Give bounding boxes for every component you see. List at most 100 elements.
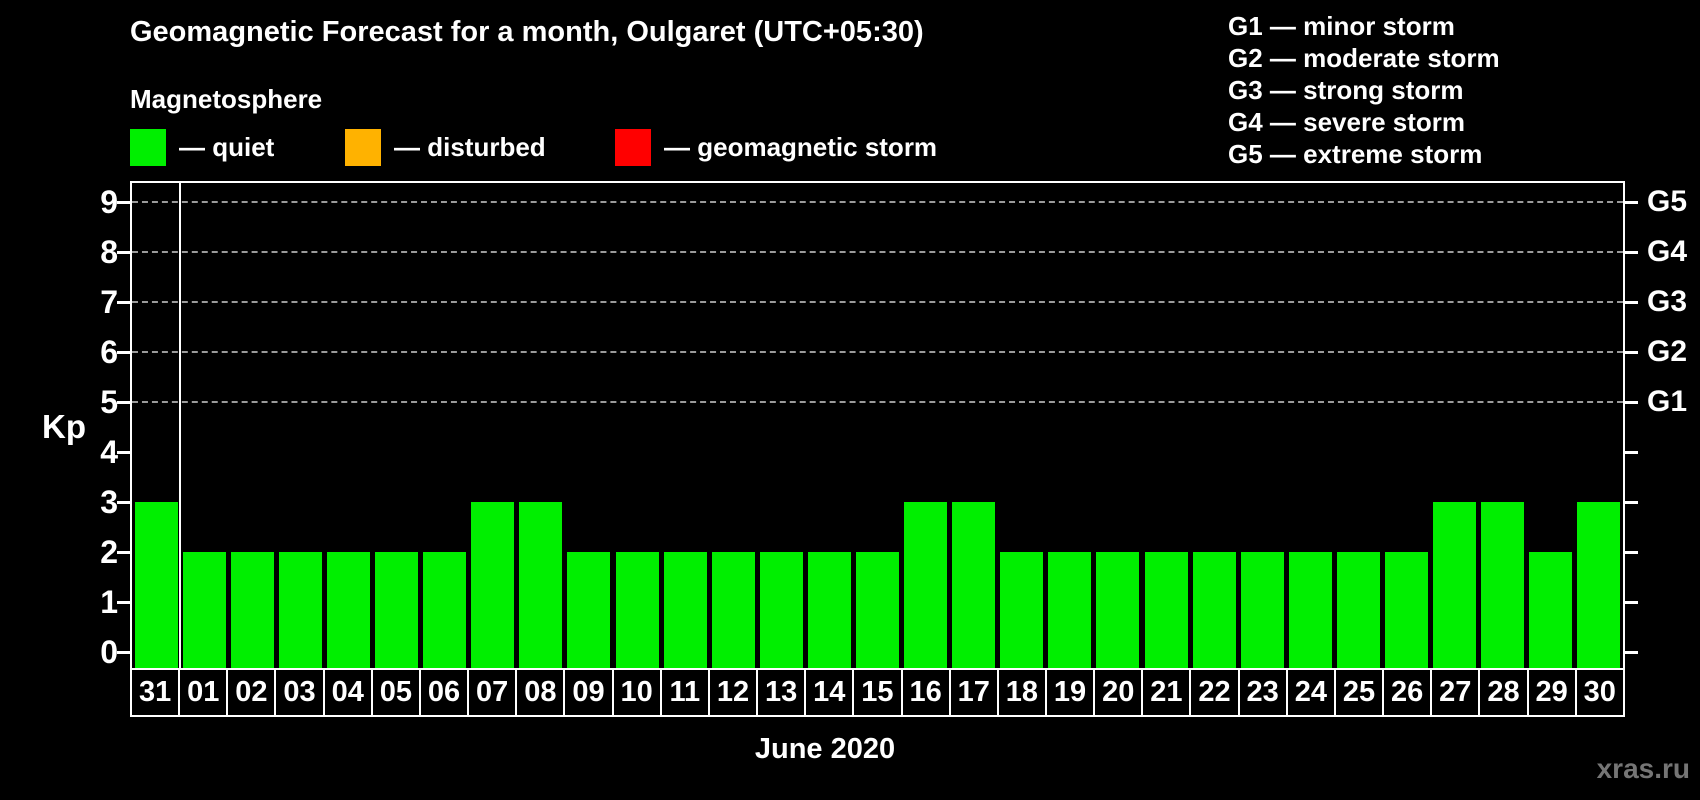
- kp-bar-day-26: [1385, 552, 1429, 668]
- kp-bar-day-14: [807, 552, 851, 668]
- y-tick-label-3: 3: [100, 484, 118, 520]
- day-label-cell-01: 01: [178, 668, 229, 717]
- kp-bar-day-03: [278, 552, 322, 668]
- legend-item-label: — quiet: [179, 131, 275, 162]
- y-axis-tick-right: [1625, 301, 1638, 304]
- kp-bar-day-27: [1433, 502, 1477, 668]
- day-label-cell-08: 08: [515, 668, 566, 717]
- gridline-kp5: [132, 401, 1623, 403]
- gridline-kp9: [132, 201, 1623, 203]
- g-scale-legend-line: G5 — extreme storm: [1228, 139, 1483, 169]
- day-label-cell-20: 20: [1093, 668, 1144, 717]
- y-axis-tick-left: [117, 301, 130, 304]
- x-axis-title: June 2020: [754, 733, 896, 765]
- kp-bar-day-15: [856, 552, 899, 668]
- y-axis-tick-left: [117, 201, 130, 204]
- kp-bar-day-29: [1529, 552, 1573, 668]
- day-label-cell-04: 04: [322, 668, 373, 717]
- month-separator-line: [179, 183, 182, 668]
- y-axis-tick-right: [1625, 201, 1638, 204]
- y-axis-tick-left: [117, 651, 130, 654]
- kp-bar-day-11: [663, 552, 707, 668]
- kp-bar-day-17: [952, 502, 996, 668]
- disturbed-color-swatch: [345, 128, 381, 166]
- day-label-cell-31: 31: [130, 668, 181, 717]
- day-label-cell-14: 14: [804, 668, 855, 717]
- day-label-cell-30: 30: [1574, 668, 1625, 717]
- day-label-cell-24: 24: [1285, 668, 1336, 717]
- legend-item-disturbed: — disturbed: [345, 128, 546, 166]
- day-label-cell-19: 19: [1044, 668, 1096, 717]
- y-axis-tick-left: [117, 401, 130, 404]
- day-label-cell-21: 21: [1141, 668, 1192, 717]
- right-axis-label-G1: G1: [1647, 385, 1688, 418]
- y-tick-label-0: 0: [100, 634, 118, 670]
- kp-bar-day-09: [567, 552, 611, 668]
- legend-heading: Magnetosphere: [130, 84, 323, 114]
- kp-bar-day-23: [1240, 552, 1284, 668]
- day-label-cell-18: 18: [996, 668, 1047, 717]
- y-axis-tick-left: [117, 451, 130, 454]
- right-axis-label-G2: G2: [1647, 335, 1688, 368]
- y-axis-tick-right: [1625, 351, 1638, 354]
- g-scale-legend: G1 — minor storm G2 — moderate storm G3 …: [1228, 10, 1500, 170]
- kp-bar-day-31: [134, 502, 178, 668]
- y-tick-label-2: 2: [100, 534, 118, 570]
- day-label-cell-27: 27: [1430, 668, 1481, 717]
- chart-title: Geomagnetic Forecast for a month, Oulgar…: [130, 16, 924, 48]
- kp-bar-day-24: [1288, 552, 1332, 668]
- kp-bar-day-18: [1000, 552, 1044, 668]
- y-tick-label-4: 4: [100, 434, 118, 470]
- watermark: xras.ru: [1596, 753, 1690, 784]
- day-label-cell-05: 05: [370, 668, 421, 717]
- kp-bar-day-19: [1048, 552, 1092, 668]
- day-label-cell-06: 06: [418, 668, 470, 717]
- g-scale-legend-line: G1 — minor storm: [1228, 11, 1455, 41]
- right-axis-label-G5: G5: [1647, 185, 1688, 218]
- kp-bar-day-05: [375, 552, 419, 668]
- right-axis-label-G4: G4: [1647, 235, 1688, 268]
- y-axis-tick-left: [117, 501, 130, 504]
- legend-item-label: — geomagnetic storm: [664, 131, 938, 162]
- day-label-row: 31 01 02 03 04 05 06 07 08 09 10 11 12 13 14 15 16 17 18 19…: [130, 668, 1625, 717]
- y-axis-tick-right: [1625, 451, 1638, 454]
- y-tick-label-7: 7: [100, 284, 118, 320]
- legend-item-quiet: — quiet: [130, 128, 274, 166]
- day-label-cell-28: 28: [1478, 668, 1529, 717]
- gridline-kp7: [132, 301, 1623, 303]
- y-tick-label-8: 8: [100, 234, 118, 270]
- kp-bar-day-20: [1096, 552, 1140, 668]
- y-axis-tick-left: [117, 551, 130, 554]
- g-scale-legend-line: G4 — severe storm: [1228, 107, 1466, 137]
- y-axis-title: Kp: [42, 408, 86, 445]
- y-axis-tick-right: [1625, 601, 1638, 604]
- day-label-cell-15: 15: [852, 668, 903, 717]
- quiet-color-swatch: [130, 128, 166, 166]
- day-label-cell-09: 09: [563, 668, 614, 717]
- day-label-cell-16: 16: [900, 668, 951, 717]
- y-tick-label-5: 5: [100, 384, 118, 420]
- day-label-cell-13: 13: [756, 668, 807, 717]
- day-label-cell-12: 12: [707, 668, 759, 717]
- kp-bar-day-13: [759, 552, 803, 668]
- y-axis-tick-right: [1625, 651, 1638, 654]
- day-label-cell-02: 02: [226, 668, 277, 717]
- kp-bar-day-06: [423, 552, 467, 668]
- g-scale-legend-line: G3 — strong storm: [1228, 75, 1464, 105]
- kp-bar-day-10: [615, 552, 659, 668]
- day-label-cell-22: 22: [1189, 668, 1240, 717]
- y-axis-tick-right: [1625, 551, 1638, 554]
- y-tick-label-1: 1: [100, 584, 118, 620]
- kp-bar-day-22: [1192, 552, 1236, 668]
- kp-bar-day-16: [904, 502, 948, 668]
- day-label-cell-03: 03: [274, 668, 325, 717]
- kp-bar-day-12: [711, 552, 755, 668]
- kp-bar-day-30: [1577, 502, 1621, 668]
- day-label-cell-17: 17: [948, 668, 999, 717]
- y-tick-label-9: 9: [100, 184, 118, 220]
- plot-frame: [130, 181, 1625, 670]
- y-axis-tick-left: [117, 601, 130, 604]
- y-axis-tick-left: [117, 351, 130, 354]
- y-axis-tick-right: [1625, 401, 1638, 404]
